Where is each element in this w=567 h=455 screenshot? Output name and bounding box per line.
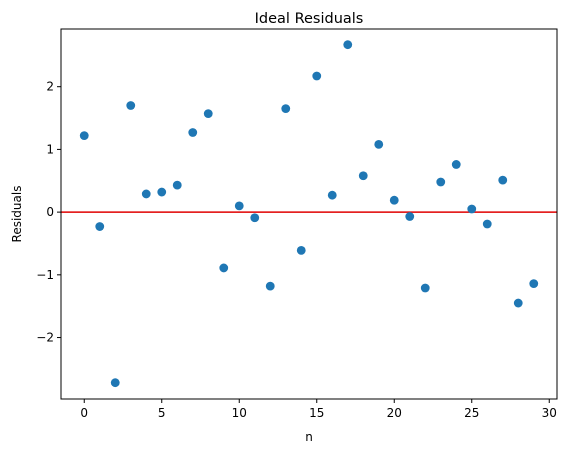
x-tick-label: 5: [158, 406, 166, 420]
x-tick-label: 25: [464, 406, 479, 420]
data-point: [405, 212, 415, 221]
data-point: [203, 109, 213, 119]
plot-area: [61, 40, 557, 388]
data-point: [219, 263, 229, 273]
data-point: [389, 195, 399, 205]
data-point: [498, 175, 508, 185]
data-point: [358, 171, 368, 181]
x-tick-label: 15: [309, 406, 324, 420]
data-point: [95, 222, 105, 231]
data-point: [296, 245, 306, 255]
data-point: [172, 180, 182, 190]
data-point: [327, 190, 337, 200]
y-tick-label: 2: [46, 80, 54, 94]
x-tick-label: 30: [542, 406, 557, 420]
data-point: [141, 189, 151, 199]
y-axis-label: Residuals: [10, 186, 24, 243]
data-point: [513, 298, 523, 308]
data-point: [374, 139, 384, 149]
data-point: [234, 201, 244, 211]
data-point: [529, 279, 539, 289]
y-axis-ticks: −2 −1 0 1 2: [36, 80, 61, 345]
data-point: [265, 281, 275, 291]
data-point: [188, 128, 198, 137]
data-point: [281, 104, 291, 114]
y-tick-label: −2: [36, 331, 54, 345]
y-tick-label: 1: [46, 142, 54, 156]
data-point: [157, 187, 167, 197]
data-point: [467, 204, 477, 214]
x-tick-label: 20: [387, 406, 402, 420]
data-point: [436, 177, 446, 187]
data-point: [312, 71, 322, 81]
data-point: [79, 131, 89, 141]
x-tick-label: 10: [232, 406, 247, 420]
y-tick-label: −1: [36, 268, 54, 282]
x-axis-ticks: 0 5 10 15 20 25 30: [80, 399, 557, 420]
axes-frame: [60, 28, 558, 400]
data-point: [126, 101, 136, 110]
data-point: [250, 213, 260, 223]
data-point: [482, 219, 492, 229]
data-point: [420, 283, 430, 293]
chart-title: Ideal Residuals: [255, 11, 364, 27]
x-tick-label: 0: [80, 406, 88, 420]
x-axis-label: n: [305, 430, 313, 444]
data-point: [343, 40, 353, 50]
data-point: [110, 378, 120, 388]
y-tick-label: 0: [46, 205, 54, 219]
data-point: [451, 160, 461, 169]
